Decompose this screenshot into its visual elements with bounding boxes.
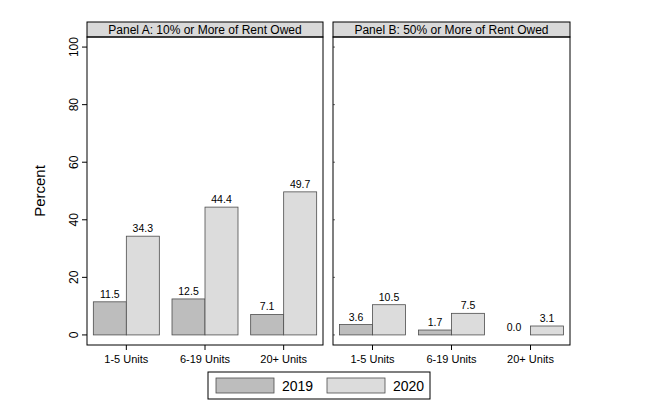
- data-label: 3.6: [349, 311, 364, 323]
- panel-title: Panel A: 10% or More of Rent Owed: [108, 23, 301, 37]
- panel-header: [87, 22, 323, 37]
- data-label: 7.1: [260, 300, 275, 312]
- bar: [452, 313, 485, 335]
- data-label: 49.7: [290, 178, 311, 190]
- y-tick-label: 20: [67, 270, 81, 284]
- data-label: 12.5: [178, 285, 199, 297]
- y-axis-label: Percent: [31, 164, 48, 217]
- y-tick: [82, 334, 87, 335]
- plot-frame: [87, 37, 323, 345]
- chart: Panel A: 10% or More of Rent Owed 0 20 40 60…: [0, 0, 650, 420]
- bar: [340, 325, 373, 335]
- legend-box: [208, 372, 430, 399]
- data-label: 7.5: [461, 299, 476, 311]
- x-tick: [372, 345, 373, 350]
- bar: [251, 314, 284, 334]
- data-label: 1.7: [428, 316, 443, 328]
- bars: [93, 192, 316, 335]
- data-label: 0.0: [507, 321, 522, 333]
- x-tick-label: 20+ Units: [507, 353, 554, 365]
- y-tick-label: 100: [67, 37, 81, 57]
- data-label: 3.1: [540, 312, 555, 324]
- bar: [172, 299, 205, 335]
- bar: [284, 192, 317, 335]
- data-label: 11.5: [100, 288, 120, 300]
- bar: [498, 334, 531, 335]
- data-label: 10.5: [379, 291, 400, 303]
- legend-label: 2019: [282, 378, 313, 394]
- legend-swatch: [327, 378, 385, 393]
- y-tick-label: 60: [67, 155, 81, 169]
- x-tick: [530, 345, 531, 350]
- legend-swatch: [216, 378, 274, 393]
- bar: [93, 302, 126, 335]
- bar: [126, 236, 159, 335]
- x-tick-label: 1-5 Units: [104, 353, 149, 365]
- y-tick: [82, 162, 87, 163]
- bar: [419, 330, 452, 335]
- background: [0, 0, 650, 420]
- x-tick-label: 6-19 Units: [180, 353, 231, 365]
- bar: [373, 305, 406, 335]
- data-label: 34.3: [133, 222, 154, 234]
- y-tick: [82, 104, 87, 105]
- plot-frame: [333, 37, 570, 345]
- x-tick-label: 1-5 Units: [350, 353, 395, 365]
- y-tick-label: 0: [67, 331, 81, 338]
- bar: [205, 207, 238, 335]
- data-label: 44.4: [211, 193, 232, 205]
- y-tick: [82, 47, 87, 48]
- x-tick: [205, 345, 206, 350]
- y-tick: [82, 219, 87, 220]
- x-tick: [126, 345, 127, 350]
- bars: [340, 305, 564, 335]
- legend-label: 2020: [393, 378, 424, 394]
- y-tick: [82, 277, 87, 278]
- y-tick-label: 40: [67, 213, 81, 227]
- panel-title: Panel B: 50% or More of Rent Owed: [354, 23, 548, 37]
- x-tick: [283, 345, 284, 350]
- panel-header: [333, 22, 570, 37]
- bar: [531, 326, 564, 335]
- x-tick-label: 6-19 Units: [426, 353, 477, 365]
- y-tick-label: 80: [67, 98, 81, 112]
- x-tick: [451, 345, 452, 350]
- x-tick-label: 20+ Units: [260, 353, 307, 365]
